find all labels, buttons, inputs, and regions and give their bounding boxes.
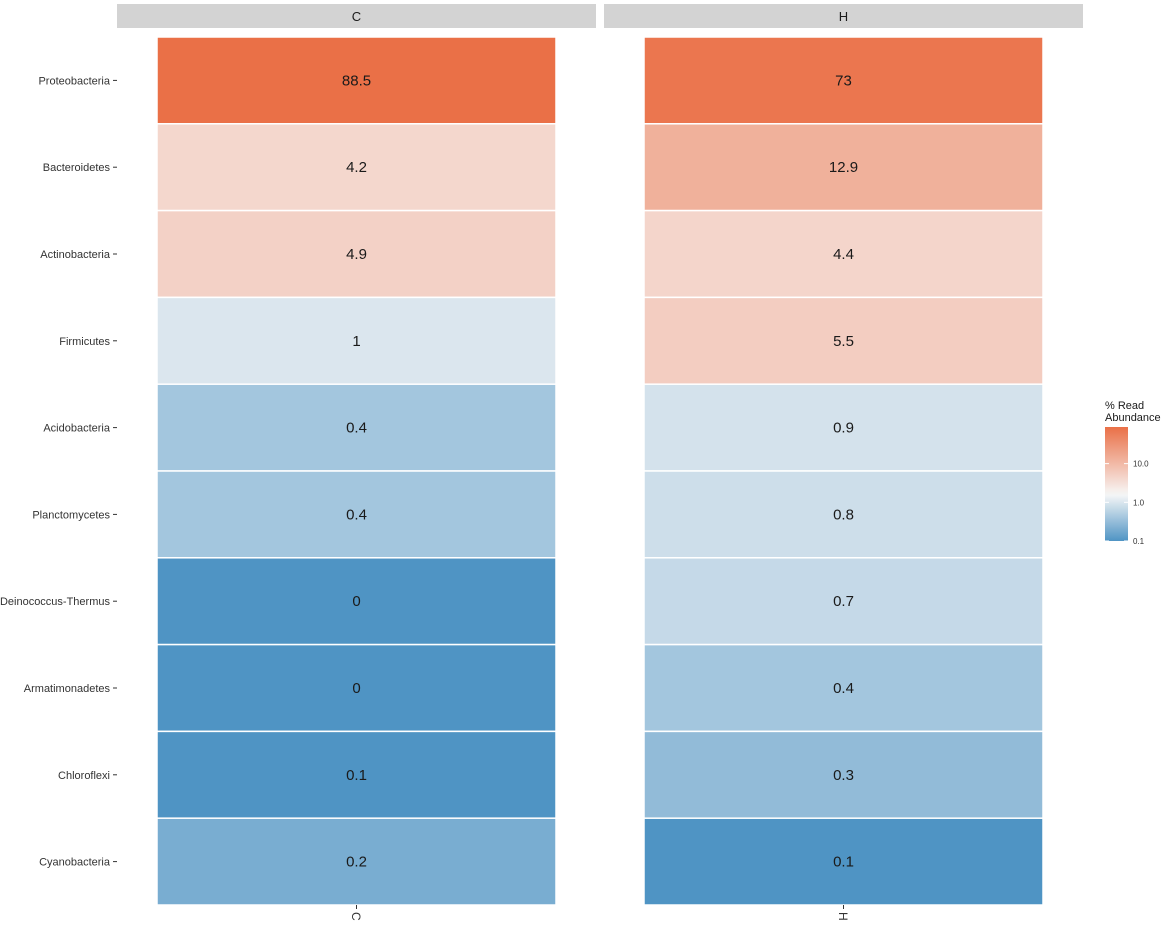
color-legend: % Read Abundance 10.0 1.0 0.1 bbox=[1105, 400, 1161, 546]
y-tick-label-planctomycetes: Planctomycetes bbox=[32, 509, 110, 521]
cell-h-chloroflexi bbox=[643, 730, 1044, 819]
cell-c-actinobacteria bbox=[156, 209, 557, 299]
y-tick-label-chloroflexi: Chloroflexi bbox=[58, 770, 110, 782]
cell-h-armatimonadetes bbox=[643, 643, 1044, 733]
cell-value-h-acidobacteria: 0.9 bbox=[833, 420, 854, 437]
cell-c-planctomycetes bbox=[156, 470, 557, 559]
cell-value-c-firmicutes: 1 bbox=[352, 333, 360, 350]
cell-c-firmicutes bbox=[156, 296, 557, 385]
cell-value-h-proteobacteria: 73 bbox=[835, 72, 852, 89]
legend-title-line1: % Read bbox=[1105, 400, 1144, 412]
cell-h-actinobacteria bbox=[643, 209, 1044, 299]
cell-h-acidobacteria bbox=[643, 383, 1044, 472]
cell-h-deinococcus-thermus bbox=[643, 557, 1044, 646]
cell-h-cyanobacteria bbox=[643, 817, 1044, 906]
cell-value-h-firmicutes: 5.5 bbox=[833, 333, 854, 350]
x-axis-labels: C H bbox=[349, 905, 850, 921]
legend-title-line2: Abundance bbox=[1105, 412, 1161, 424]
cell-h-bacteroidetes bbox=[643, 123, 1044, 212]
y-tick-label-bacteroidetes: Bacteroidetes bbox=[43, 162, 111, 174]
cell-value-h-bacteroidetes: 12.9 bbox=[829, 159, 858, 176]
cell-c-acidobacteria bbox=[156, 383, 557, 472]
cell-value-h-actinobacteria: 4.4 bbox=[833, 246, 854, 263]
x-tick-label-c: C bbox=[349, 912, 363, 921]
facet-strip-c-bg bbox=[117, 4, 596, 28]
facet-strip-c: C bbox=[117, 4, 596, 28]
cell-c-cyanobacteria bbox=[156, 817, 557, 906]
cell-h-firmicutes bbox=[643, 296, 1044, 385]
cell-c-deinococcus-thermus bbox=[156, 557, 557, 646]
y-tick-label-cyanobacteria: Cyanobacteria bbox=[39, 857, 111, 869]
legend-colorbar bbox=[1105, 427, 1128, 541]
cell-value-h-cyanobacteria: 0.1 bbox=[833, 854, 854, 871]
y-tick-label-actinobacteria: Actinobacteria bbox=[40, 249, 111, 261]
cell-value-c-cyanobacteria: 0.2 bbox=[346, 854, 367, 871]
legend-tick-label-0-1: 0.1 bbox=[1133, 537, 1145, 546]
x-tick-label-h: H bbox=[836, 912, 850, 921]
facet-strip-h-bg bbox=[604, 4, 1083, 28]
y-tick-label-proteobacteria: Proteobacteria bbox=[38, 75, 110, 87]
cell-value-c-actinobacteria: 4.9 bbox=[346, 246, 367, 263]
y-tick-label-acidobacteria: Acidobacteria bbox=[43, 423, 111, 435]
cell-value-c-proteobacteria: 88.5 bbox=[342, 72, 371, 89]
legend-tick-label-10-0: 10.0 bbox=[1133, 460, 1149, 469]
cell-value-h-planctomycetes: 0.8 bbox=[833, 506, 854, 523]
facet-strip-c-label: C bbox=[352, 9, 361, 24]
y-axis-labels: Proteobacteria Bacteroidetes Actinobacteri… bbox=[0, 75, 117, 869]
legend-ticks: 10.0 1.0 0.1 bbox=[1105, 460, 1149, 546]
cell-value-c-planctomycetes: 0.4 bbox=[346, 506, 367, 523]
cell-value-c-armatimonadetes: 0 bbox=[352, 680, 360, 697]
cell-value-h-chloroflexi: 0.3 bbox=[833, 767, 854, 784]
y-tick-label-deinococcus-thermus: Deinococcus-Thermus bbox=[0, 596, 110, 608]
cell-value-h-deinococcus-thermus: 0.7 bbox=[833, 593, 854, 610]
cell-h-planctomycetes bbox=[643, 470, 1044, 559]
cell-value-c-bacteroidetes: 4.2 bbox=[346, 159, 367, 176]
cell-value-c-deinococcus-thermus: 0 bbox=[352, 593, 360, 610]
cell-h-proteobacteria bbox=[643, 36, 1044, 125]
cell-c-bacteroidetes bbox=[156, 123, 557, 212]
cell-value-c-chloroflexi: 0.1 bbox=[346, 767, 367, 784]
y-tick-label-firmicutes: Firmicutes bbox=[59, 336, 110, 348]
legend-tick-label-1-0: 1.0 bbox=[1133, 498, 1145, 507]
cell-value-c-acidobacteria: 0.4 bbox=[346, 420, 367, 437]
heatmap-cells: 88.5 4.2 4.9 1 0.4 0.4 0 0 0.1 0.2 73 12.9 4.4 5.5 0.9… bbox=[156, 36, 1044, 906]
y-tick-label-armatimonadetes: Armatimonadetes bbox=[24, 683, 111, 695]
cell-value-h-armatimonadetes: 0.4 bbox=[833, 680, 854, 697]
cell-c-armatimonadetes bbox=[156, 643, 557, 733]
facet-strip-h: H bbox=[604, 4, 1083, 28]
facet-strip-h-label: H bbox=[839, 9, 848, 24]
